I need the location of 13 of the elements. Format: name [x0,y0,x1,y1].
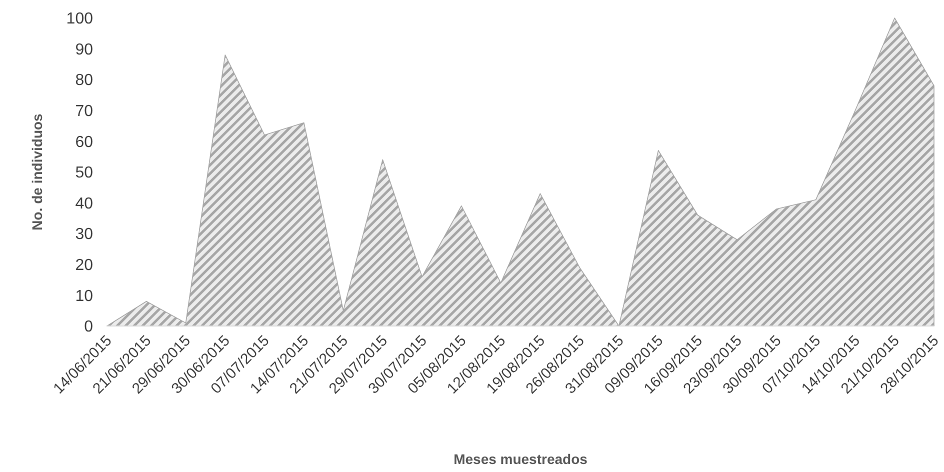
y-tick-label: 10 [75,288,94,305]
y-tick-label: 30 [75,226,94,244]
y-tick-label: 60 [75,134,94,151]
y-tick-label: 20 [75,257,94,274]
y-tick-label: 100 [66,10,94,28]
x-axis-title: Meses muestreados [454,451,588,467]
y-tick-label: 80 [75,72,94,90]
y-axis-title: No. de individuos [29,113,45,230]
y-tick-label: 40 [75,195,94,212]
y-tick-label: 0 [84,318,94,336]
y-tick-label: 90 [75,41,94,58]
y-tick-label: 70 [75,103,94,120]
y-tick-label: 50 [75,164,94,182]
